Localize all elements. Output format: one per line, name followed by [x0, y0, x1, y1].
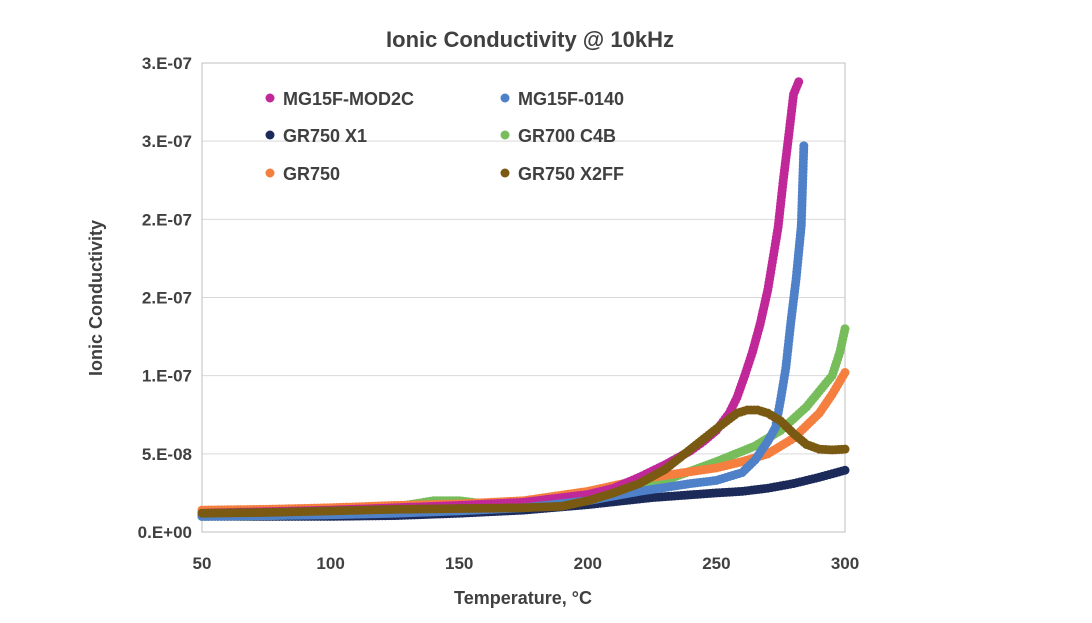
y-tick-label: 2.E-07 [142, 289, 192, 308]
legend-item: GR750 X1 [265, 126, 367, 146]
legend-label: GR750 [283, 164, 340, 184]
legend-item: GR700 C4B [500, 126, 616, 146]
legend-item: MG15F-0140 [500, 89, 624, 109]
y-tick-label: 3.E-07 [142, 54, 192, 73]
legend-label: MG15F-0140 [518, 89, 624, 109]
y-tick-label: 1.E-07 [142, 367, 192, 386]
legend-marker [500, 93, 510, 103]
x-tick-label: 100 [316, 554, 344, 573]
y-tick-label: 3.E-07 [142, 132, 192, 151]
legend-marker [500, 168, 510, 178]
legend-item: GR750 [265, 164, 340, 184]
data-point [794, 77, 804, 87]
x-tick-label: 250 [702, 554, 730, 573]
x-tick-label: 300 [831, 554, 859, 573]
x-tick-label: 50 [193, 554, 212, 573]
data-point [799, 141, 809, 151]
x-tick-label: 150 [445, 554, 473, 573]
x-tick-label: 200 [574, 554, 602, 573]
data-point [840, 324, 850, 334]
data-point [840, 368, 850, 378]
series-gr750-x2ff [197, 405, 850, 518]
legend-label: MG15F-MOD2C [283, 89, 414, 109]
legend-label: GR750 X2FF [518, 164, 624, 184]
legend-label: GR750 X1 [283, 126, 367, 146]
y-tick-label: 0.E+00 [138, 523, 192, 542]
legend-marker [265, 168, 275, 178]
data-point [840, 465, 850, 475]
legend-marker [265, 93, 275, 103]
legend-label: GR700 C4B [518, 126, 616, 146]
x-axis-label: Temperature, °C [454, 588, 592, 608]
legend-marker [500, 130, 510, 140]
legend-item: MG15F-MOD2C [265, 89, 414, 109]
data-point [840, 444, 850, 454]
legend-item: GR750 X2FF [500, 164, 624, 184]
y-tick-label: 5.E-08 [142, 445, 192, 464]
legend: MG15F-MOD2C MG15F-0140 GR750 X1 GR700 C4B GR… [265, 89, 624, 184]
chart-title: Ionic Conductivity @ 10kHz [386, 27, 674, 52]
tick-layer: 0.E+00 5.E-08 1.E-07 2.E-07 2.E-07 3.E-07 3.E-… [138, 54, 860, 573]
y-axis-label: Ionic Conductivity [86, 220, 106, 376]
series-layer [197, 77, 850, 521]
legend-marker [265, 130, 275, 140]
y-tick-label: 2.E-07 [142, 210, 192, 229]
plot-area-frame [201, 62, 846, 533]
